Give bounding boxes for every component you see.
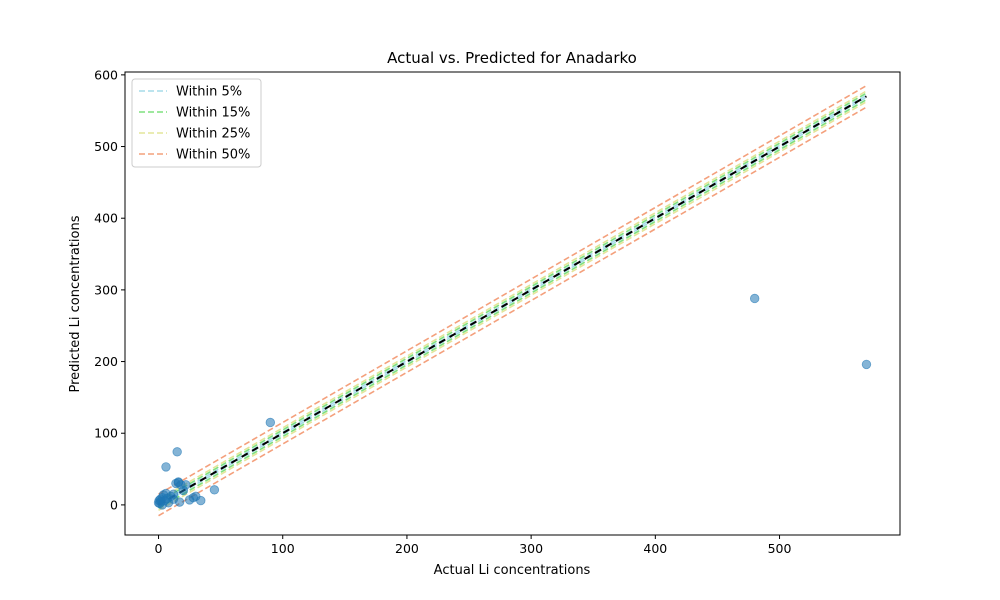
reference-line (158, 95, 867, 506)
data-point (173, 477, 184, 488)
legend: Within 5% Within 15% Within 25% Within 50% (131, 78, 262, 168)
legend-label: Within 50% (176, 148, 250, 163)
y-tick-label: 100 (94, 426, 118, 441)
x-tick-label: 400 (643, 541, 667, 556)
band-line-within-50--upper (158, 84, 867, 495)
data-point (265, 417, 276, 428)
data-point (168, 489, 179, 499)
y-tick-label: 400 (94, 211, 118, 226)
x-tick-label: 300 (519, 541, 543, 556)
band-line-within-15--lower (158, 98, 867, 509)
x-tick-label: 0 (155, 541, 163, 556)
legend-box (131, 78, 262, 168)
reference-line-layer (158, 95, 867, 506)
x-axis-title: Actual Li concentrations (434, 563, 591, 578)
band-line-within-25--upper (158, 90, 867, 501)
legend-label: Within 25% (176, 127, 250, 142)
legend-label: Within 5% (176, 85, 242, 100)
data-point (174, 497, 185, 507)
legend-label: Within 15% (176, 106, 250, 121)
bands-layer (158, 84, 867, 517)
points-layer (153, 293, 872, 510)
band-line-within-25--lower (158, 101, 867, 511)
data-point (209, 485, 220, 495)
data-point (749, 293, 760, 304)
y-tick-label: 0 (110, 497, 118, 512)
band-line-within-15--upper (158, 92, 867, 503)
data-point (196, 495, 206, 506)
x-tick-label: 500 (768, 541, 792, 556)
plot-area (153, 84, 872, 517)
chart-title: Actual vs. Predicted for Anadarko (387, 49, 637, 67)
y-tick-label: 500 (94, 139, 118, 154)
data-point (157, 500, 167, 510)
y-axis: 0 100 200 300 400 500 600 (94, 67, 125, 512)
band-line-within-50--lower (158, 106, 867, 517)
x-tick-label: 100 (271, 541, 295, 556)
x-axis: 0 100 200 300 400 500 (155, 535, 792, 556)
y-tick-label: 600 (94, 67, 118, 82)
y-tick-label: 300 (94, 282, 118, 297)
data-point (172, 447, 182, 457)
plot-frame (124, 71, 901, 536)
data-point (161, 462, 171, 472)
x-tick-label: 200 (395, 541, 419, 556)
y-tick-label: 200 (94, 354, 118, 369)
y-axis-title: Predicted Li concentrations (68, 215, 83, 392)
data-point (861, 359, 872, 370)
